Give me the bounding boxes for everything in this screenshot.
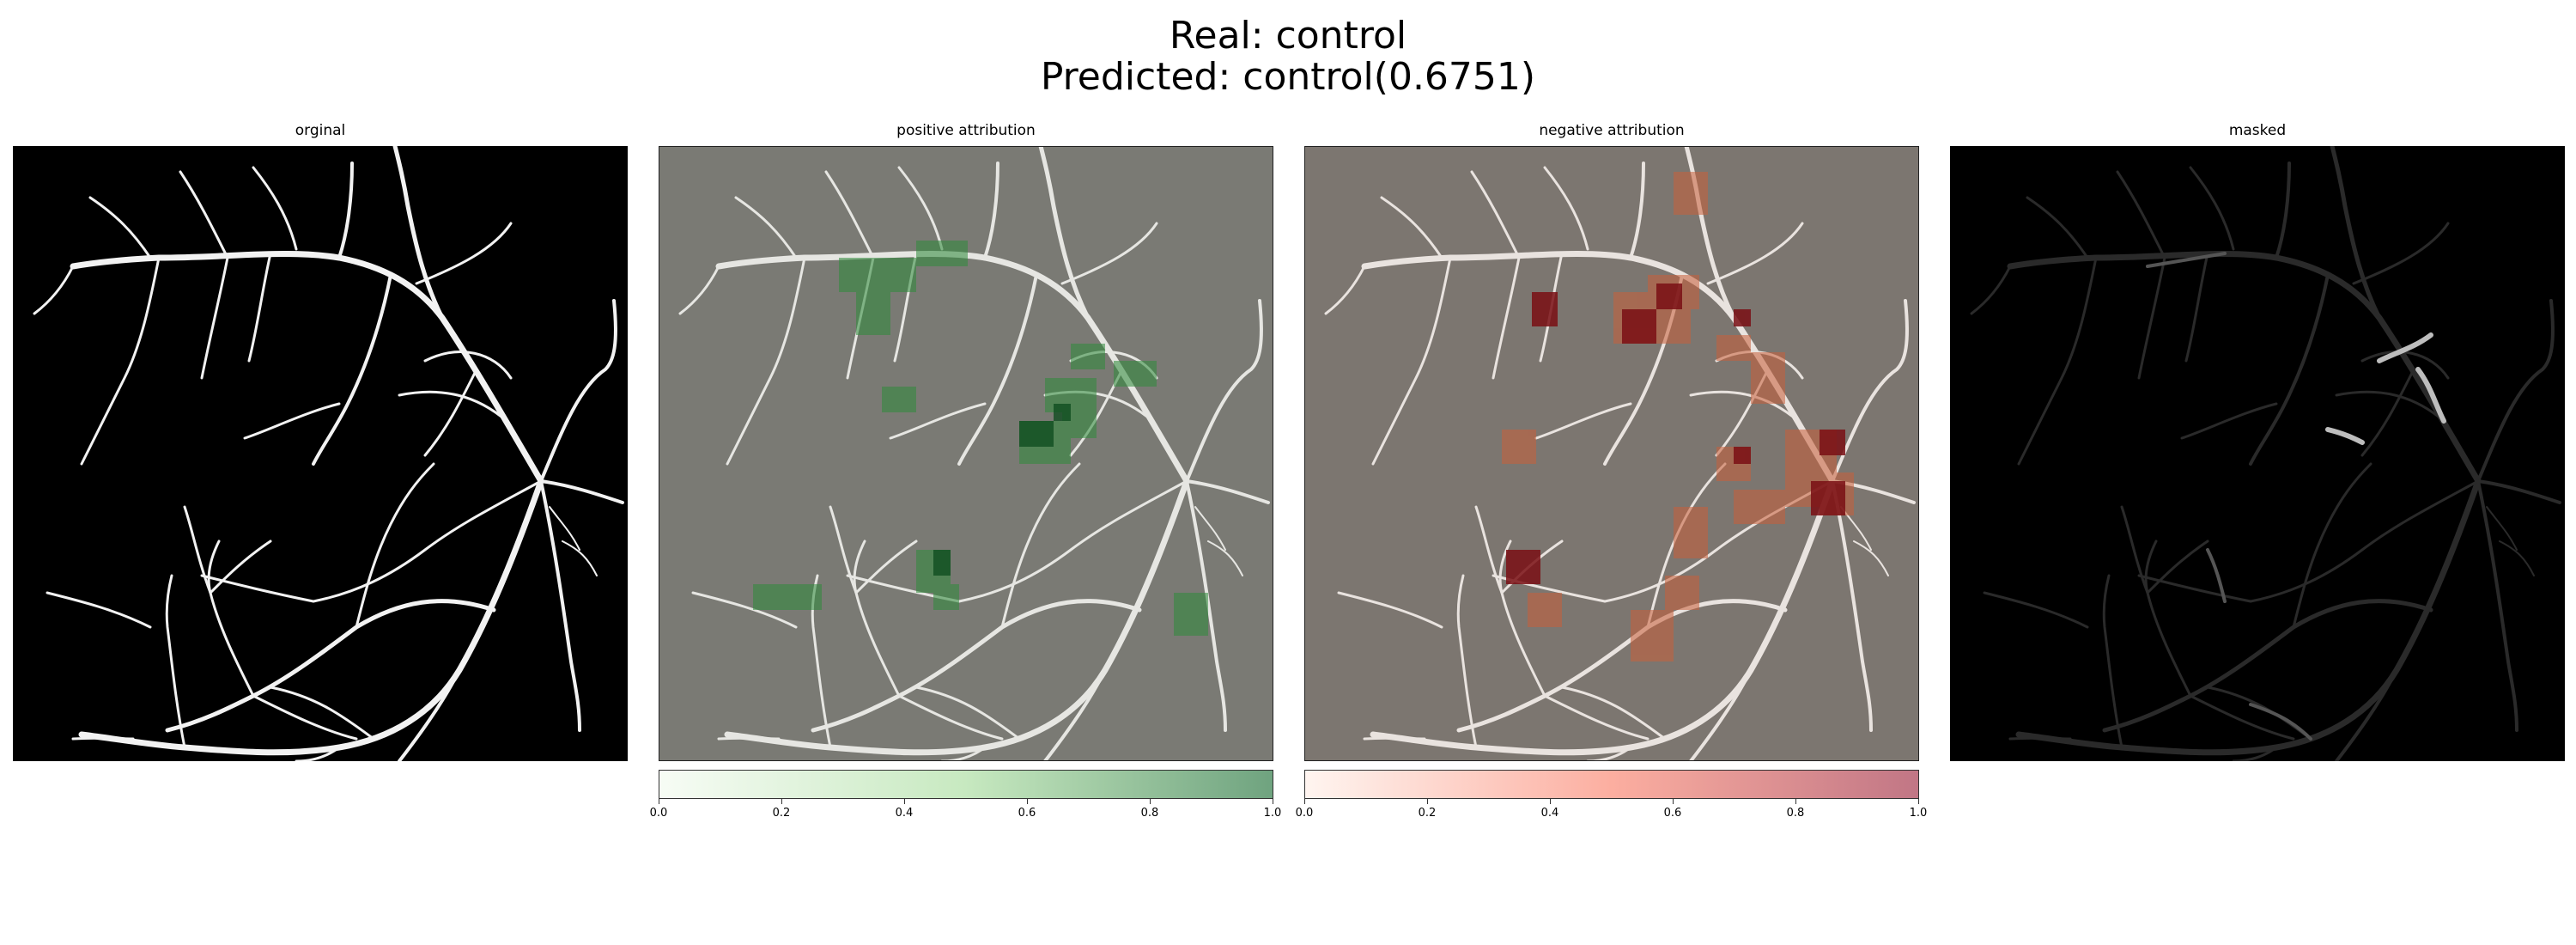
tick-label: 0.0 — [649, 807, 668, 820]
original-image-panel — [13, 146, 628, 761]
positive-attribution-panel — [659, 146, 1273, 761]
tick-label: 1.0 — [1909, 807, 1928, 820]
tick-label: 0.2 — [772, 807, 791, 820]
tick-label: 0.6 — [1663, 807, 1682, 820]
negative-attribution-panel — [1304, 146, 1919, 761]
panel-title-masked: masked — [2228, 122, 2287, 139]
tick-label: 0.4 — [895, 807, 914, 820]
negative-colorbar-ticks: 0.0 0.2 0.4 0.6 0.8 1.0 — [1296, 799, 1927, 825]
figure-title-real: Real: control — [1169, 14, 1407, 58]
tick-label: 0.8 — [1786, 807, 1805, 820]
panel-title-original: orginal — [295, 122, 346, 139]
positive-colorbar — [659, 770, 1273, 799]
figure-title-predicted: Predicted: control(0.6751) — [1040, 55, 1536, 99]
tick-label: 0.4 — [1540, 807, 1559, 820]
masked-image-panel — [1950, 146, 2565, 761]
tick-label: 0.2 — [1418, 807, 1437, 820]
tick-label: 0.8 — [1140, 807, 1159, 820]
panel-title-negative: negative attribution — [1539, 122, 1685, 139]
negative-colorbar — [1304, 770, 1919, 799]
panel-title-positive: positive attribution — [896, 122, 1036, 139]
tick-label: 0.0 — [1295, 807, 1314, 820]
positive-colorbar-ticks: 0.0 0.2 0.4 0.6 0.8 1.0 — [650, 799, 1281, 825]
tick-label: 0.6 — [1018, 807, 1036, 820]
tick-label: 1.0 — [1263, 807, 1282, 820]
